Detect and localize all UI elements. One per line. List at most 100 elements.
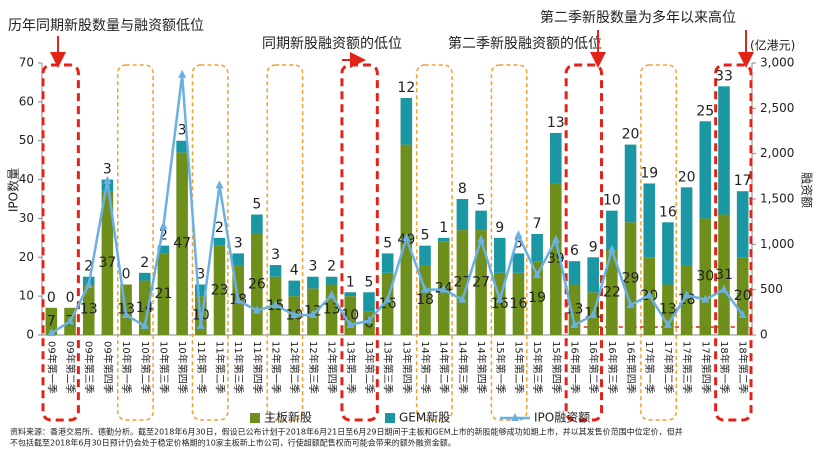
line-marker [719, 284, 728, 293]
data-label: 23 [211, 282, 229, 298]
x-tick-label: 10年第二季 [139, 341, 152, 394]
y2-axis-label: 融资额 [800, 172, 814, 208]
line-marker [271, 300, 280, 309]
line-marker [439, 284, 448, 293]
data-label: 22 [603, 284, 621, 300]
bar-segment [699, 121, 712, 219]
data-label: 25 [696, 103, 714, 119]
line-marker [66, 316, 75, 325]
highlight-box [116, 64, 154, 421]
line [50, 74, 744, 335]
x-tick-label: 15年第二季 [512, 341, 525, 394]
line-marker [477, 234, 486, 243]
line-marker [364, 315, 373, 324]
bar-segment [662, 222, 674, 285]
y2-tick-label: 2,500 [760, 101, 794, 115]
bar-segment [606, 210, 618, 250]
x-tick-label: 13年第二季 [363, 341, 376, 394]
bar-segment [400, 97, 413, 145]
bar-segment [251, 233, 263, 335]
data-label: 2 [215, 220, 224, 236]
data-label: 5 [477, 193, 486, 209]
data-label: 13 [80, 302, 98, 318]
bar-segment [550, 183, 562, 335]
line-marker [383, 294, 392, 303]
x-tick-label: 13年第四季 [400, 341, 413, 394]
data-label: 1 [346, 274, 355, 290]
highlight-box [490, 64, 528, 421]
x-tick-label: 13年第三季 [382, 341, 395, 394]
data-label: 3 [308, 259, 317, 275]
x-tick-label: 17年第三季 [681, 341, 694, 394]
line-marker [533, 270, 542, 279]
data-label: 13 [323, 302, 341, 318]
data-label: 3 [271, 247, 280, 263]
x-tick-label: 12年第二季 [288, 341, 301, 394]
bar-segment [736, 257, 749, 335]
line-marker [308, 310, 317, 319]
annotation: 历年同期新股数量与融资额低位 [8, 18, 204, 34]
data-label: 20 [622, 127, 640, 143]
bar-segment [138, 280, 151, 335]
bar-segment [718, 86, 730, 215]
y-tick-label: 40 [19, 172, 34, 186]
y-tick-label: 20 [19, 250, 34, 264]
bar-segment [606, 249, 618, 335]
y2-tick-label: 1,000 [760, 237, 794, 251]
bar-segment [437, 237, 450, 242]
x-tick-label: 17年第四季 [699, 341, 712, 394]
data-label: 0 [47, 290, 56, 306]
data-label: 20 [734, 288, 752, 304]
bar-segment [493, 237, 506, 273]
line-marker [421, 284, 430, 293]
bar-segment [531, 261, 543, 335]
legend-swatch [511, 413, 519, 421]
x-tick-label: 11年第四季 [251, 341, 264, 394]
bar-segment [251, 214, 263, 234]
data-label: 4 [290, 263, 299, 279]
line-marker [402, 232, 411, 241]
x-tick-label: 14年第一季 [419, 341, 432, 394]
x-tick-label: 13年第一季 [344, 341, 357, 394]
highlight-box [41, 63, 80, 422]
bar-segment [475, 210, 487, 231]
highlight-box [340, 63, 379, 422]
line-marker [47, 328, 56, 337]
bar-segment [624, 222, 637, 335]
bar-segment [325, 284, 338, 335]
x-tick-label: 12年第三季 [307, 341, 320, 394]
y-tick-label: 70 [19, 56, 34, 70]
line-marker [234, 295, 243, 304]
highlight-box [640, 64, 678, 421]
data-label: 6 [570, 243, 579, 259]
highlight-box [714, 63, 753, 422]
data-label: 12 [397, 80, 415, 96]
bar-segment [624, 144, 637, 223]
data-label: 9 [495, 220, 504, 236]
data-label: 1 [439, 220, 448, 236]
bar-segment [680, 187, 693, 266]
data-label: 9 [589, 239, 598, 255]
data-label: 18 [416, 292, 434, 308]
data-label: 7 [533, 216, 542, 232]
data-label: 27 [472, 275, 490, 291]
highlight-box [415, 64, 453, 421]
source-note: 资料来源：香港交易所、德勤分析。截至2018年6月30日，假设已公布计划于201… [10, 427, 683, 437]
bar-segment [344, 296, 357, 335]
bar-segment [680, 265, 693, 335]
x-tick-label: 15年第四季 [550, 341, 563, 394]
x-tick-label: 11年第三季 [232, 341, 245, 394]
data-label: 2 [84, 259, 93, 275]
x-tick-label: 09年第一季 [45, 341, 58, 394]
x-tick-label: 10年第一季 [120, 341, 133, 394]
legend-label: IPO融资额 [534, 411, 590, 425]
x-tick-label: 10年第四季 [176, 341, 189, 394]
x-tick-label: 15年第三季 [531, 341, 544, 394]
data-label: 2 [159, 228, 168, 244]
x-tick-label: 12年第四季 [326, 341, 339, 394]
bar-segment [493, 272, 506, 335]
line-marker [103, 175, 112, 184]
data-label: 5 [252, 197, 261, 213]
bar-segment [101, 191, 114, 335]
